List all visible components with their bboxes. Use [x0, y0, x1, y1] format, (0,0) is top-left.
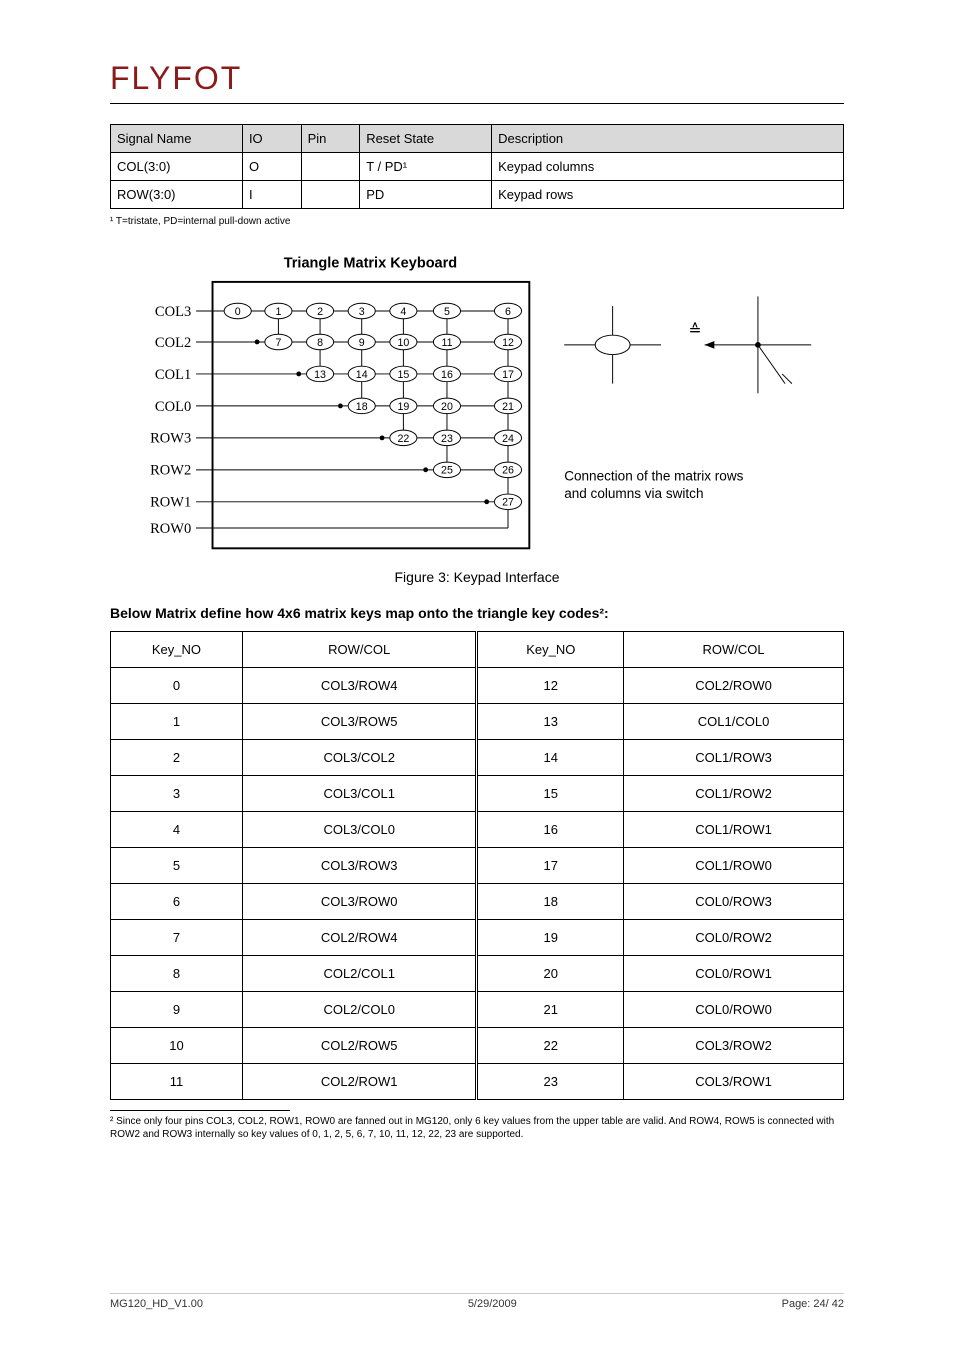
logo: FLYFOT — [110, 60, 844, 97]
signal-table-header: IO — [242, 125, 301, 153]
svg-text:16: 16 — [441, 369, 453, 381]
footer-center: 5/29/2009 — [468, 1298, 517, 1310]
svg-text:ROW0: ROW0 — [150, 521, 191, 537]
svg-text:9: 9 — [359, 337, 365, 349]
table-row: 10COL2/ROW522COL3/ROW2 — [111, 1028, 844, 1064]
svg-text:7: 7 — [275, 337, 281, 349]
table-row: 7COL2/ROW419COL0/ROW2 — [111, 920, 844, 956]
svg-text:Connection of the matrix rows: Connection of the matrix rows — [564, 469, 743, 484]
table-row: 4COL3/COL016COL1/ROW1 — [111, 812, 844, 848]
svg-text:21: 21 — [502, 401, 514, 413]
svg-text:COL2: COL2 — [155, 335, 191, 351]
svg-text:ROW2: ROW2 — [150, 463, 191, 479]
svg-text:19: 19 — [397, 401, 409, 413]
page-footer: MG120_HD_V1.00 5/29/2009 Page: 24/ 42 — [110, 1293, 844, 1310]
footer-right: Page: 24/ 42 — [782, 1298, 844, 1310]
svg-text:≙: ≙ — [688, 322, 701, 339]
svg-text:COL3: COL3 — [155, 304, 191, 320]
table-row: 1COL3/ROW513COL1/COL0 — [111, 704, 844, 740]
footnote: ² Since only four pins COL3, COL2, ROW1,… — [110, 1115, 844, 1141]
svg-text:18: 18 — [356, 401, 368, 413]
svg-text:COL0: COL0 — [155, 399, 191, 415]
table-row: 5COL3/ROW317COL1/ROW0 — [111, 848, 844, 884]
table-row: Key_NOROW/COLKey_NOROW/COL — [111, 632, 844, 668]
signal-table-header: Reset State — [360, 125, 492, 153]
signal-table: Signal NameIOPinReset StateDescription C… — [110, 124, 844, 209]
svg-text:23: 23 — [441, 433, 453, 445]
svg-text:5: 5 — [444, 306, 450, 318]
svg-text:COL1: COL1 — [155, 367, 191, 383]
matrix-mapping-table: Key_NOROW/COLKey_NOROW/COL0COL3/ROW412CO… — [110, 631, 844, 1100]
svg-text:ROW1: ROW1 — [150, 495, 191, 511]
svg-text:13: 13 — [314, 369, 326, 381]
svg-text:24: 24 — [502, 433, 514, 445]
table-row: 8COL2/COL120COL0/ROW1 — [111, 956, 844, 992]
svg-text:and columns via switch: and columns via switch — [564, 486, 703, 501]
table-row: 9COL2/COL021COL0/ROW0 — [111, 992, 844, 1028]
signal-table-header: Signal Name — [111, 125, 243, 153]
matrix-section-title: Below Matrix define how 4x6 matrix keys … — [110, 605, 844, 621]
table-row: COL(3:0)OT / PD¹Keypad columns — [111, 153, 844, 181]
footnote-rule — [110, 1110, 290, 1111]
svg-text:ROW3: ROW3 — [150, 431, 191, 447]
signal-table-header: Description — [492, 125, 844, 153]
svg-text:15: 15 — [397, 369, 409, 381]
svg-text:10: 10 — [397, 337, 409, 349]
footer-left: MG120_HD_V1.00 — [110, 1298, 203, 1310]
figure-caption: Figure 3: Keypad Interface — [117, 569, 837, 585]
svg-text:17: 17 — [502, 369, 514, 381]
svg-text:4: 4 — [400, 306, 406, 318]
svg-text:6: 6 — [505, 306, 511, 318]
svg-text:12: 12 — [502, 337, 514, 349]
table-row: 3COL3/COL115COL1/ROW2 — [111, 776, 844, 812]
svg-text:11: 11 — [441, 337, 452, 349]
svg-text:1: 1 — [275, 306, 281, 318]
table-row: 11COL2/ROW123COL3/ROW1 — [111, 1064, 844, 1100]
keyboard-figure: Triangle Matrix Keyboard COL3 COL2 COL1 COL0… — [117, 248, 837, 585]
svg-text:Triangle Matrix Keyboard: Triangle Matrix Keyboard — [284, 255, 457, 271]
svg-text:8: 8 — [317, 337, 323, 349]
table-row: 2COL3/COL214COL1/ROW3 — [111, 740, 844, 776]
triangle-matrix-svg: Triangle Matrix Keyboard COL3 COL2 COL1 COL0… — [117, 248, 837, 558]
svg-text:3: 3 — [359, 306, 365, 318]
table-row: 6COL3/ROW018COL0/ROW3 — [111, 884, 844, 920]
table-row: ROW(3:0)IPDKeypad rows — [111, 181, 844, 209]
svg-text:20: 20 — [441, 401, 453, 413]
svg-text:26: 26 — [502, 465, 514, 477]
svg-text:25: 25 — [441, 465, 453, 477]
top-note: ¹ T=tristate, PD=internal pull-down acti… — [110, 215, 844, 228]
header-rule — [110, 103, 844, 104]
svg-text:14: 14 — [356, 369, 368, 381]
table-row: 0COL3/ROW412COL2/ROW0 — [111, 668, 844, 704]
svg-text:27: 27 — [502, 497, 514, 509]
svg-text:22: 22 — [397, 433, 409, 445]
svg-text:0: 0 — [235, 306, 241, 318]
signal-table-header: Pin — [301, 125, 360, 153]
svg-text:2: 2 — [317, 306, 323, 318]
